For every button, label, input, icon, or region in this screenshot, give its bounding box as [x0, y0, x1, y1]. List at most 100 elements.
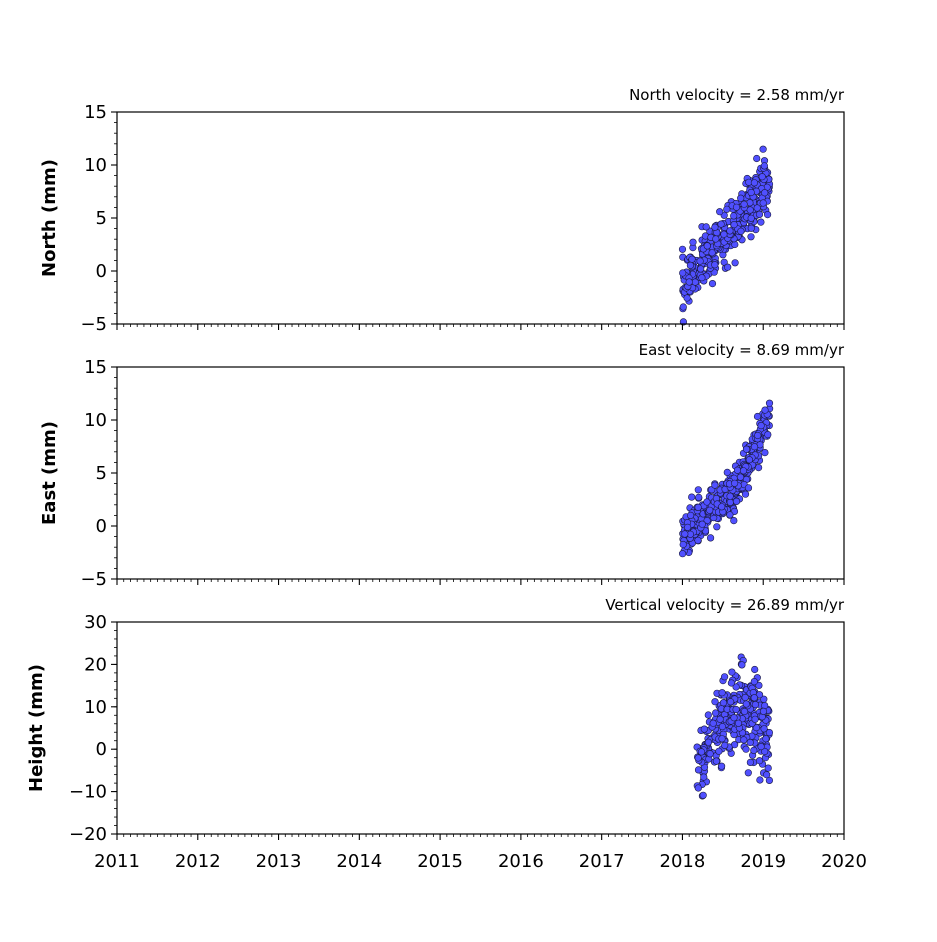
- x-tick-label: 2011: [94, 851, 140, 872]
- data-point: [695, 493, 703, 502]
- y-tick-label: 0: [96, 516, 107, 537]
- data-point: [718, 735, 726, 743]
- panel-title: East velocity = 8.69 mm/yr: [639, 341, 845, 359]
- data-point: [740, 736, 748, 744]
- x-tick-label: 2020: [821, 851, 867, 872]
- data-point: [694, 754, 702, 762]
- y-tick-label: 0: [96, 739, 107, 760]
- data-point: [686, 261, 695, 270]
- data-point: [681, 530, 689, 538]
- data-point: [764, 764, 772, 772]
- data-point: [715, 747, 723, 755]
- data-point: [694, 536, 702, 545]
- data-point: [746, 199, 754, 207]
- data-point: [739, 467, 748, 475]
- data-point: [712, 235, 720, 243]
- data-point: [702, 223, 710, 231]
- data-point: [703, 498, 711, 506]
- data-point: [750, 694, 758, 702]
- data-point: [730, 516, 738, 525]
- data-point: [730, 212, 738, 220]
- data-point: [683, 523, 692, 532]
- data-point: [723, 205, 731, 213]
- data-point: [754, 431, 762, 440]
- data-point: [759, 145, 767, 153]
- data-point: [685, 278, 693, 286]
- data-point: [758, 173, 766, 181]
- data-point: [745, 456, 754, 464]
- data-point: [757, 742, 765, 751]
- data-point: [762, 771, 771, 779]
- data-point: [716, 208, 724, 216]
- data-point: [757, 218, 765, 226]
- data-point: [730, 714, 738, 722]
- data-point: [730, 221, 738, 229]
- data-point: [691, 278, 699, 286]
- y-tick-label: 30: [84, 612, 107, 633]
- panel-title: North velocity = 2.58 mm/yr: [629, 86, 845, 104]
- data-point: [700, 773, 708, 781]
- data-point: [711, 223, 719, 231]
- data-point: [762, 735, 770, 743]
- y-tick-label: 10: [84, 410, 107, 431]
- data-point: [759, 707, 768, 716]
- data-point: [746, 738, 754, 747]
- data-point: [686, 511, 695, 520]
- data-point: [747, 233, 755, 241]
- panel-3: −20 −10 0 10 20 30 2011 2012 2013 2014 2015 2016 201…: [26, 596, 867, 872]
- data-point: [732, 683, 740, 691]
- data-point: [737, 227, 745, 235]
- x-tick-label: 2019: [740, 851, 786, 872]
- data-point: [733, 466, 742, 474]
- data-point: [726, 498, 734, 507]
- y-tick-label: 0: [96, 261, 107, 282]
- data-point: [764, 431, 772, 439]
- y-tick-label: 10: [84, 155, 107, 176]
- data-point: [742, 700, 750, 708]
- data-point: [699, 791, 707, 799]
- data-points: [678, 399, 774, 558]
- data-points: [693, 653, 774, 800]
- x-tick-label: 2018: [660, 851, 706, 872]
- data-point: [760, 162, 769, 170]
- data-point: [754, 464, 763, 472]
- data-point: [704, 738, 713, 746]
- data-point: [742, 445, 751, 453]
- data-point: [759, 199, 767, 207]
- data-point: [751, 700, 760, 709]
- data-point: [752, 723, 761, 732]
- y-tick-label: 20: [84, 654, 107, 675]
- data-point: [728, 668, 736, 676]
- data-point: [711, 481, 719, 489]
- x-tick-label: 2014: [336, 851, 382, 872]
- data-point: [751, 715, 759, 723]
- y-tick-label: −5: [80, 314, 107, 335]
- data-point: [746, 758, 755, 767]
- data-point: [726, 492, 734, 500]
- data-point: [753, 154, 761, 163]
- data-point: [711, 261, 719, 269]
- data-point: [750, 677, 758, 686]
- data-point: [741, 693, 749, 702]
- data-point: [689, 238, 697, 246]
- data-point: [750, 179, 759, 187]
- data-point: [694, 486, 702, 494]
- data-point: [761, 747, 769, 756]
- data-point: [703, 242, 711, 250]
- data-point: [704, 711, 712, 719]
- x-tick-label: 2013: [256, 851, 302, 872]
- data-point: [757, 422, 765, 430]
- data-point: [711, 698, 719, 706]
- x-tick-label: 2017: [579, 851, 625, 872]
- data-point: [736, 473, 745, 481]
- data-point: [679, 303, 687, 311]
- data-point: [761, 449, 769, 457]
- data-point: [730, 479, 739, 487]
- data-point: [720, 230, 728, 238]
- data-point: [678, 245, 687, 253]
- data-point: [761, 406, 769, 414]
- data-point: [723, 468, 731, 477]
- data-point: [732, 705, 740, 714]
